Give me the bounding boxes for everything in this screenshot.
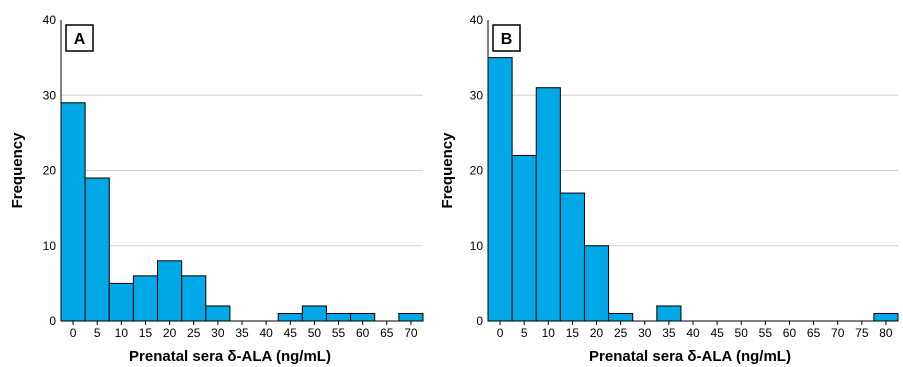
bar <box>559 192 585 322</box>
x-tick-label: 10 <box>542 326 556 340</box>
x-tick-label: 25 <box>187 326 201 340</box>
y-tick-label: 20 <box>43 164 57 178</box>
x-tick-label: 45 <box>284 326 298 340</box>
x-tick-label: 0 <box>70 326 77 340</box>
y-tick-label: 40 <box>43 13 57 27</box>
y-tick-label: 30 <box>470 88 484 102</box>
x-tick-label: 45 <box>710 326 724 340</box>
x-tick-label: 5 <box>521 326 528 340</box>
x-tick-label: 30 <box>211 326 225 340</box>
bar <box>277 312 303 322</box>
x-tick-label: 20 <box>590 326 604 340</box>
panel-label: B <box>501 31 513 48</box>
x-tick-label: 10 <box>115 326 129 340</box>
panel-label-box <box>492 24 521 52</box>
bar <box>398 312 424 322</box>
bar <box>108 282 134 322</box>
x-tick-label: 70 <box>831 326 845 340</box>
y-tick-label: 30 <box>43 88 57 102</box>
x-tick-label: 15 <box>566 326 580 340</box>
panel-label: A <box>74 31 86 48</box>
y-tick-label: 40 <box>470 13 484 27</box>
y-tick-label: 10 <box>470 239 484 253</box>
x-tick-label: 75 <box>855 326 869 340</box>
bar <box>535 87 561 322</box>
x-tick-label: 55 <box>759 326 773 340</box>
x-axis-title: Prenatal sera δ-ALA (ng/mL) <box>589 348 791 365</box>
bar <box>301 305 327 322</box>
x-tick-label: 0 <box>497 326 504 340</box>
x-tick-label: 65 <box>807 326 821 340</box>
bar <box>157 260 183 322</box>
x-tick-label: 60 <box>356 326 370 340</box>
x-tick-label: 60 <box>783 326 797 340</box>
x-tick-label: 50 <box>308 326 322 340</box>
x-tick-label: 35 <box>235 326 249 340</box>
x-tick-label: 40 <box>259 326 273 340</box>
x-tick-label: 80 <box>879 326 893 340</box>
bar <box>350 312 376 322</box>
bar <box>181 275 207 322</box>
bar <box>656 305 682 322</box>
x-tick-label: 50 <box>735 326 749 340</box>
x-tick-label: 35 <box>662 326 676 340</box>
bar <box>511 154 537 322</box>
bar <box>325 312 352 322</box>
y-tick-label: 0 <box>476 314 483 328</box>
x-tick-label: 25 <box>614 326 628 340</box>
bar <box>487 57 513 322</box>
x-tick-label: 15 <box>139 326 153 340</box>
bar <box>583 245 610 322</box>
x-tick-label: 55 <box>332 326 346 340</box>
panel-label-box <box>65 24 94 52</box>
y-tick-label: 20 <box>470 164 484 178</box>
y-tick-label: 10 <box>43 239 57 253</box>
y-axis-title: Frequency <box>9 132 26 209</box>
bar <box>84 177 110 322</box>
bar <box>608 312 634 322</box>
histogram-panel-b: 0 10 20 30 40 0 5 10 15 20 25 30 35 40 45 50 55 60 65 70 75 8… <box>439 13 899 365</box>
y-tick-label: 0 <box>49 314 56 328</box>
bar <box>873 312 899 322</box>
y-axis-title: Frequency <box>439 132 456 209</box>
x-tick-label: 20 <box>163 326 177 340</box>
bar <box>132 275 159 322</box>
bar <box>60 102 86 322</box>
x-tick-label: 65 <box>380 326 394 340</box>
x-axis-title: Prenatal sera δ-ALA (ng/mL) <box>129 348 331 365</box>
histogram-panel-a: 0 10 20 30 40 0 5 10 15 20 25 30 35 40 45 50 55 60 65 70 A Pr… <box>9 13 424 365</box>
x-tick-label: 40 <box>686 326 700 340</box>
x-tick-label: 5 <box>94 326 101 340</box>
bar <box>205 305 231 322</box>
x-tick-label: 70 <box>404 326 418 340</box>
x-tick-label: 30 <box>638 326 652 340</box>
